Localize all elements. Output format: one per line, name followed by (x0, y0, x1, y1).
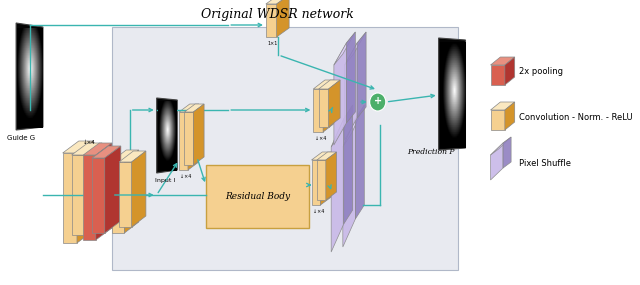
Polygon shape (317, 152, 337, 160)
Polygon shape (314, 89, 323, 132)
Polygon shape (438, 38, 465, 150)
Polygon shape (321, 152, 331, 205)
Polygon shape (490, 102, 515, 110)
Polygon shape (334, 43, 346, 145)
Polygon shape (314, 80, 335, 89)
Polygon shape (119, 151, 146, 162)
Polygon shape (132, 151, 146, 227)
Text: Input I: Input I (155, 178, 175, 183)
Polygon shape (323, 80, 335, 132)
Polygon shape (266, 0, 289, 4)
Polygon shape (83, 143, 112, 155)
Text: Prediction P: Prediction P (407, 148, 455, 156)
Polygon shape (326, 152, 337, 200)
Text: ↓×4: ↓×4 (180, 174, 192, 179)
Polygon shape (112, 150, 139, 161)
Polygon shape (344, 32, 366, 65)
Polygon shape (355, 105, 364, 219)
Polygon shape (490, 65, 505, 85)
Text: 1×1: 1×1 (268, 41, 278, 46)
Polygon shape (490, 110, 505, 130)
Polygon shape (83, 155, 96, 240)
Polygon shape (112, 161, 124, 233)
Polygon shape (319, 89, 328, 127)
Polygon shape (346, 32, 355, 123)
Polygon shape (357, 32, 366, 118)
Polygon shape (86, 143, 102, 235)
Polygon shape (96, 143, 112, 240)
Text: ↓×4: ↓×4 (313, 209, 324, 214)
Polygon shape (72, 143, 102, 155)
Polygon shape (317, 160, 326, 200)
Text: 2x pooling: 2x pooling (519, 68, 563, 76)
Polygon shape (334, 32, 355, 65)
Polygon shape (343, 119, 355, 247)
Polygon shape (319, 80, 340, 89)
Polygon shape (490, 137, 511, 155)
FancyBboxPatch shape (112, 27, 458, 270)
Polygon shape (72, 155, 86, 235)
Polygon shape (184, 104, 204, 112)
Polygon shape (344, 105, 353, 224)
Text: +: + (374, 96, 382, 106)
Polygon shape (312, 160, 321, 205)
Polygon shape (16, 23, 43, 130)
Text: ↓×4: ↓×4 (315, 136, 326, 141)
Text: Guide G: Guide G (7, 135, 35, 141)
Polygon shape (344, 43, 357, 140)
Text: Convolution - Norm. - ReLU: Convolution - Norm. - ReLU (519, 113, 633, 121)
Polygon shape (276, 0, 289, 37)
Polygon shape (124, 150, 139, 233)
Polygon shape (157, 98, 177, 173)
Polygon shape (490, 57, 515, 65)
Polygon shape (63, 141, 93, 153)
Text: Residual Body: Residual Body (225, 192, 290, 201)
Polygon shape (328, 80, 340, 127)
Polygon shape (503, 137, 511, 168)
Polygon shape (92, 158, 105, 233)
Polygon shape (179, 104, 198, 112)
Polygon shape (331, 119, 344, 252)
Polygon shape (505, 102, 515, 130)
Polygon shape (184, 112, 193, 165)
Polygon shape (92, 146, 121, 158)
Text: ↓×4: ↓×4 (83, 140, 96, 145)
Polygon shape (331, 105, 353, 147)
Polygon shape (179, 112, 188, 170)
Text: Pixel Shuffle: Pixel Shuffle (519, 158, 571, 168)
Polygon shape (312, 152, 331, 160)
Polygon shape (119, 162, 132, 227)
Polygon shape (490, 143, 503, 180)
FancyBboxPatch shape (206, 165, 309, 228)
Polygon shape (188, 104, 198, 170)
Polygon shape (77, 141, 93, 243)
Polygon shape (63, 153, 77, 243)
Polygon shape (505, 57, 515, 85)
Text: Original WDSR network: Original WDSR network (201, 8, 354, 21)
Circle shape (370, 93, 386, 111)
Polygon shape (266, 4, 276, 37)
Polygon shape (343, 105, 364, 147)
Polygon shape (193, 104, 204, 165)
Polygon shape (105, 146, 121, 233)
